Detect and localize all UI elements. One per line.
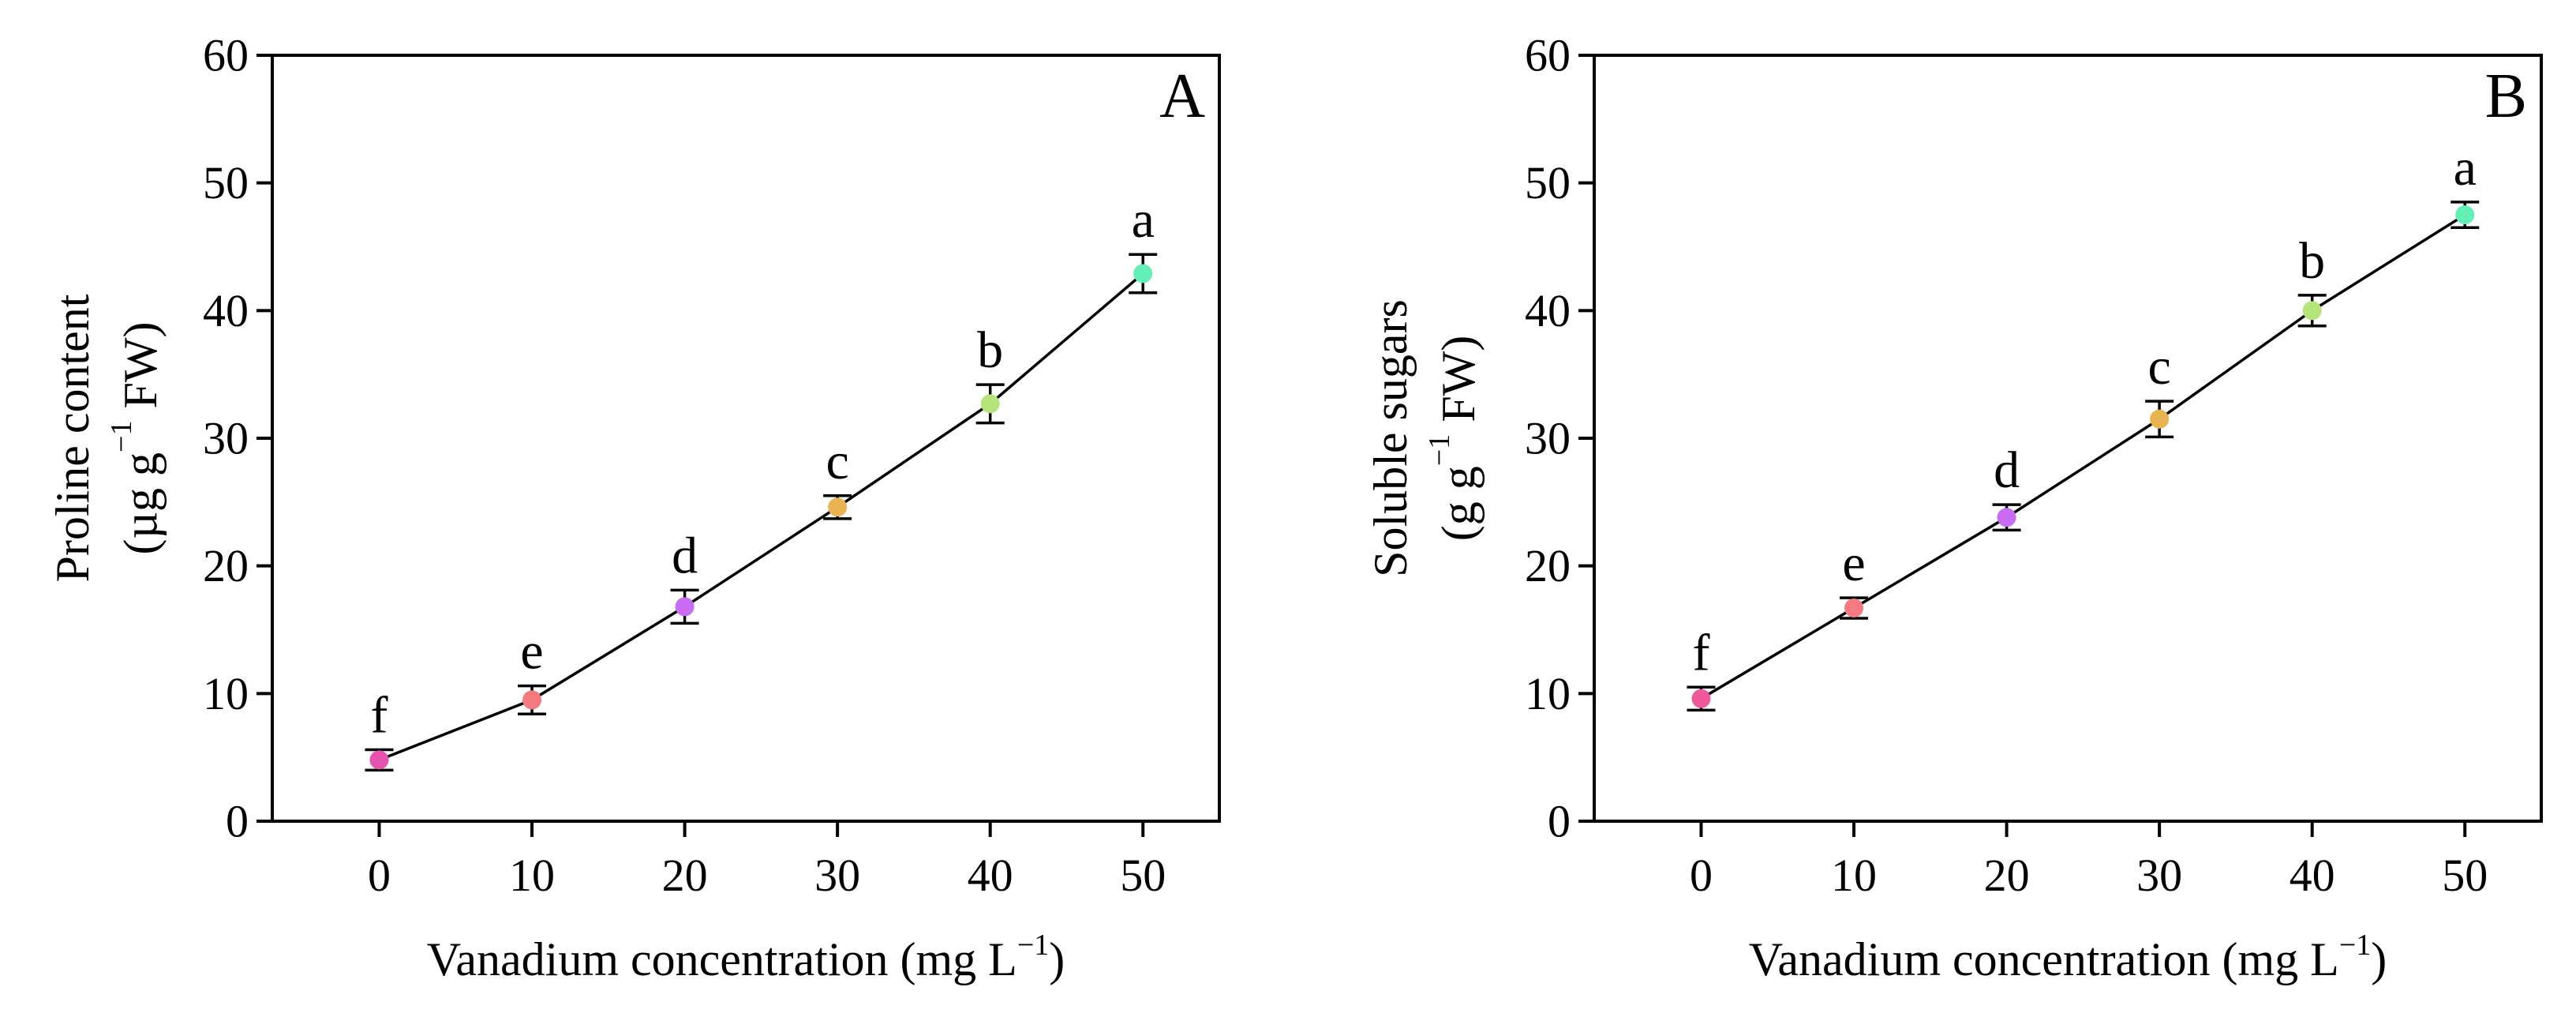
data-point [1133, 264, 1153, 283]
x-tick-label: 30 [2136, 850, 2182, 901]
data-point [1691, 689, 1711, 708]
y-tick-label: 20 [1525, 540, 1571, 591]
x-axis-title-end: ) [2371, 933, 2387, 985]
series-line [1700, 213, 2466, 700]
panel-label: B [2485, 62, 2527, 131]
y-axis-title: Proline content [47, 294, 99, 582]
data-point [2302, 301, 2322, 321]
x-tick-label: 50 [2442, 850, 2488, 901]
y-tick-label: 10 [203, 668, 249, 719]
y-tick-label: 0 [226, 796, 249, 847]
plot-frame [271, 54, 1221, 823]
data-point [828, 497, 848, 517]
y-tick-label: 50 [203, 157, 249, 208]
significance-label: b [977, 321, 1003, 379]
y-axis-unit: (g g−1 FW) [1423, 336, 1485, 541]
y-tick-label: 20 [203, 540, 249, 591]
y-axis-title: Soluble sugars [1365, 299, 1417, 577]
significance-label: f [370, 686, 388, 744]
y-tick-label: 30 [203, 413, 249, 464]
x-axis-title-text: Vanadium concentration (mg L [1749, 933, 2339, 985]
x-axis-title: Vanadium concentration (mg L−1) [1749, 929, 2387, 985]
y-axis-unit-sup: −1 [1423, 434, 1456, 466]
panel-label: A [1159, 62, 1205, 131]
x-tick-label: 20 [662, 850, 708, 901]
y-axis-unit-text: (g g [1432, 466, 1485, 541]
significance-label: a [1132, 191, 1155, 249]
y-tick-label: 60 [1525, 30, 1571, 81]
chart-panel-a: 0 10 20 30 40 50 60 0 10 20 30 40 50 f e d c b a A Vanadium … [47, 30, 1221, 985]
data-point [2150, 409, 2170, 429]
x-axis-title-text: Vanadium concentration (mg L [427, 933, 1017, 985]
y-tick-label: 40 [1525, 285, 1571, 336]
x-tick-label: 10 [509, 850, 555, 901]
significance-label: d [672, 527, 698, 584]
x-tick-label: 20 [1984, 850, 2030, 901]
x-tick-label: 0 [1690, 850, 1713, 901]
y-tick-label: 30 [1525, 413, 1571, 464]
data-point [675, 597, 695, 617]
x-tick-label: 10 [1831, 850, 1877, 901]
x-tick-label: 30 [814, 850, 860, 901]
significance-label: c [2147, 338, 2170, 396]
y-axis-unit-end: FW) [114, 322, 167, 421]
significance-label: e [1842, 535, 1865, 592]
data-point [1997, 508, 2016, 527]
x-axis-title: Vanadium concentration (mg L−1) [427, 929, 1065, 985]
significance-label: d [1994, 441, 2020, 499]
significance-label: e [520, 623, 543, 681]
significance-label: c [826, 433, 848, 490]
data-point [522, 690, 542, 710]
x-tick-label: 50 [1120, 850, 1166, 901]
data-point [1844, 599, 1864, 618]
y-tick-label: 10 [1525, 668, 1571, 719]
x-tick-label: 0 [368, 850, 391, 901]
data-point [2455, 205, 2475, 225]
x-tick-label: 40 [2290, 850, 2335, 901]
x-axis-title-sup: −1 [1017, 929, 1049, 962]
y-axis-unit-text: (µg g [114, 452, 167, 555]
y-axis-unit-sup: −1 [105, 420, 138, 452]
y-axis-unit: (µg g−1 FW) [105, 322, 167, 555]
y-tick-label: 0 [1548, 796, 1571, 847]
y-axis-unit-end: FW) [1432, 336, 1485, 434]
significance-label: f [1692, 624, 1709, 681]
x-tick-label: 40 [968, 850, 1013, 901]
y-tick-label: 50 [1525, 157, 1571, 208]
data-point [980, 394, 1000, 414]
significance-label: b [2299, 232, 2325, 290]
data-point [369, 750, 389, 770]
series-line [378, 272, 1144, 762]
y-tick-label: 60 [203, 30, 249, 81]
plot-frame [1593, 54, 2543, 823]
x-axis-title-sup: −1 [2339, 929, 2371, 962]
x-axis-title-end: ) [1049, 933, 1065, 985]
significance-label: a [2454, 139, 2477, 197]
y-tick-label: 40 [203, 285, 249, 336]
chart-panel-b: 0 10 20 30 40 50 60 0 10 20 30 40 50 f e d c b aB Vanadium … [1365, 30, 2543, 985]
